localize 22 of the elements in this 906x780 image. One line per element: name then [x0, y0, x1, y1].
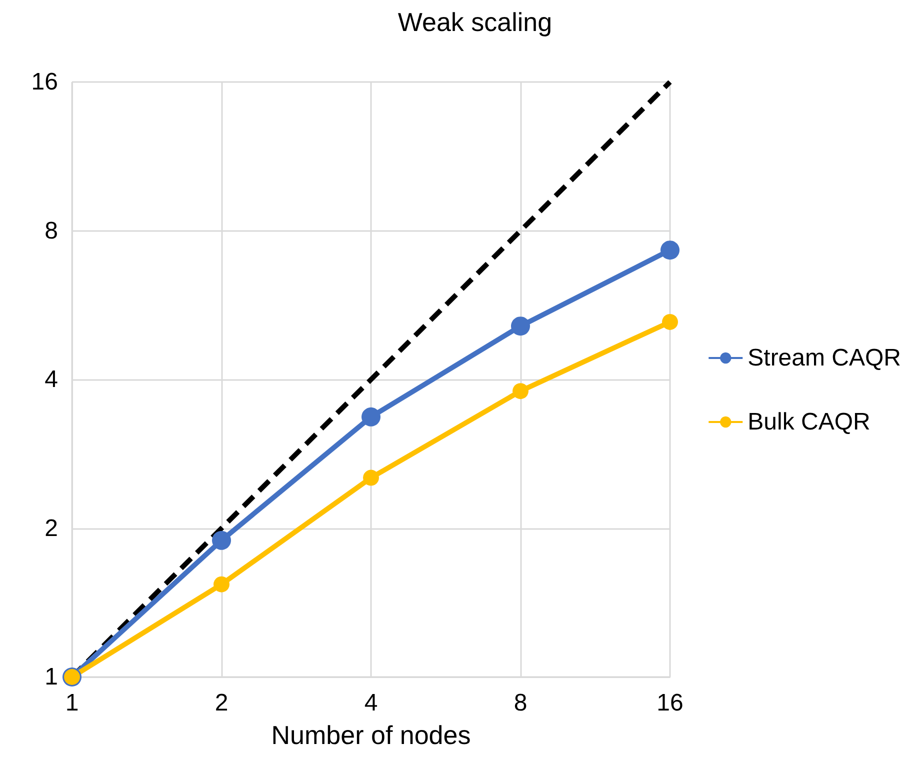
point [362, 407, 380, 426]
point [511, 316, 530, 336]
legend-label: Bulk CAQR [748, 408, 870, 436]
point [660, 240, 680, 260]
point [363, 470, 379, 486]
point [212, 530, 231, 550]
y-tick-label: 2 [44, 514, 58, 542]
chart-title: Weak scaling [398, 7, 552, 37]
y-tick-label: 1 [44, 664, 58, 690]
x-tick-label: 2 [214, 690, 228, 716]
y-tick-label: 16 [31, 68, 58, 96]
x-tick-label: 8 [514, 690, 528, 716]
y-tick-label: 8 [44, 217, 58, 244]
x-tick-label: 1 [65, 690, 79, 716]
point [662, 314, 678, 330]
x-axis-title: Number of nodes [271, 720, 471, 750]
x-tick-label: 16 [656, 690, 684, 716]
point [512, 383, 528, 400]
legend-label: Stream CAQR [748, 344, 902, 372]
x-tick-label: 4 [364, 690, 378, 716]
point [214, 576, 230, 592]
y-tick-label: 4 [44, 366, 58, 393]
